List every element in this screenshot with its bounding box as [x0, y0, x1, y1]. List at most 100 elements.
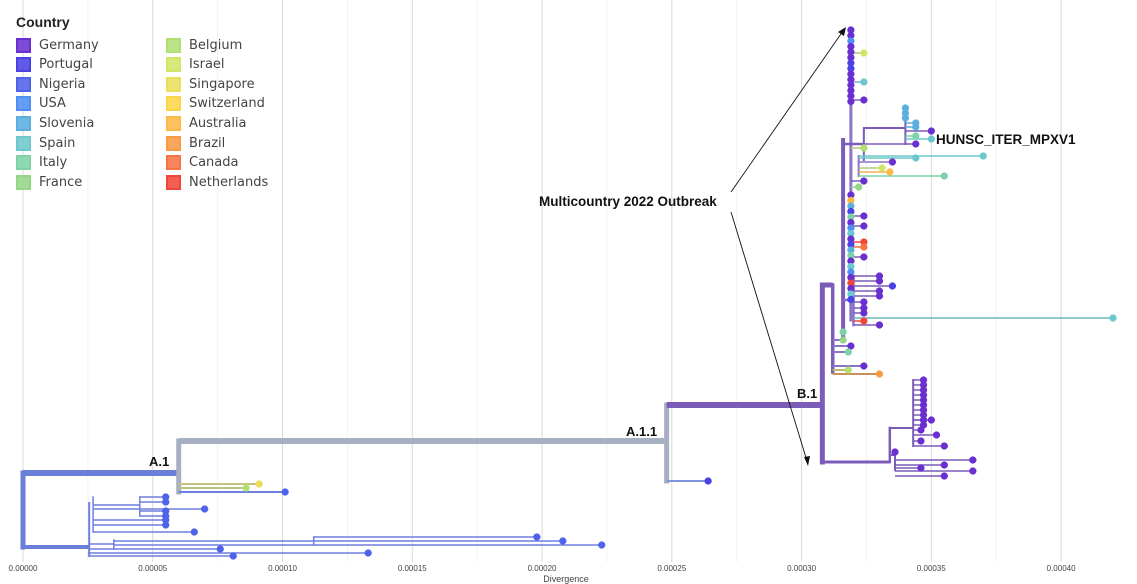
legend-item-switzerland: Switzerland: [166, 94, 265, 114]
tree-tip: [875, 370, 884, 378]
legend-title: Country: [16, 14, 70, 30]
x-tick-label: 0.00000: [9, 564, 38, 573]
legend-item-brazil: Brazil: [166, 133, 225, 153]
legend-swatch: [16, 155, 31, 171]
legend-label: Portugal: [39, 57, 93, 73]
legend-item-germany: Germany: [16, 35, 99, 55]
legend-item-italy: Italy: [16, 153, 67, 173]
tree-tip: [860, 362, 868, 370]
tree-tip: [917, 437, 925, 445]
tree-tip: [162, 498, 170, 506]
tree-tip: [190, 528, 198, 536]
legend-label: Brazil: [189, 135, 226, 151]
tree-tip: [969, 456, 977, 464]
tree-tip: [912, 123, 920, 131]
tree-tip: [888, 158, 897, 166]
tree-tip: [216, 545, 224, 553]
tree-tip: [860, 309, 868, 317]
tree-tip: [875, 321, 884, 329]
tree-tip: [912, 140, 920, 148]
tree-tip: [847, 97, 855, 106]
tree-tips: [162, 26, 1117, 560]
clade-label-a11: A.1.1: [626, 424, 657, 439]
tree-tip: [917, 426, 925, 434]
tree-tip: [875, 277, 884, 285]
tree-tip: [860, 253, 868, 261]
tree-tip: [844, 348, 852, 356]
legend-item-belgium: Belgium: [166, 35, 242, 55]
clade-label-b1: B.1: [797, 386, 817, 401]
legend-label: Israel: [189, 57, 225, 73]
x-tick-label: 0.00015: [398, 564, 427, 573]
legend-label: Australia: [189, 115, 247, 131]
legend-swatch: [166, 135, 181, 151]
tree-tip: [888, 282, 897, 290]
tree-tip: [860, 144, 868, 152]
legend-label: Netherlands: [189, 174, 269, 190]
tree-tip: [912, 154, 920, 162]
legend-label: USA: [39, 96, 66, 112]
tree-tip: [860, 222, 868, 230]
tree-tip: [875, 292, 884, 300]
x-tick-label: 0.00030: [787, 564, 816, 573]
legend-label: Slovenia: [39, 115, 95, 131]
tree-tip: [917, 464, 925, 472]
tree-tip: [847, 295, 855, 304]
tree-tip: [940, 461, 948, 469]
x-tick-label: 0.00040: [1047, 564, 1076, 573]
tree-tip: [940, 172, 948, 180]
legend-item-canada: Canada: [166, 153, 238, 173]
tree-tip: [242, 484, 250, 492]
legend-swatch: [16, 135, 31, 151]
tree-tip: [969, 467, 977, 475]
tree-tip: [901, 114, 910, 122]
x-tick-label: 0.00025: [657, 564, 686, 573]
legend-swatch: [166, 76, 181, 92]
legend-swatch: [16, 115, 31, 131]
tree-tip: [878, 164, 886, 172]
x-axis-label: Divergence: [543, 574, 589, 584]
tree-tip: [860, 78, 868, 86]
tree-tip: [281, 488, 289, 496]
tree-tip: [847, 342, 855, 350]
arrow-up-line: [730, 30, 844, 193]
tree-tip: [229, 552, 237, 560]
legend-label: France: [39, 174, 83, 190]
legend-item-spain: Spain: [16, 133, 75, 153]
arrow-down-head: [804, 456, 810, 466]
tree-tip: [860, 212, 868, 220]
legend-label: Nigeria: [39, 76, 86, 92]
tree-tip: [927, 135, 935, 143]
clade-label-a1: A.1: [149, 454, 169, 469]
tree-tip: [860, 317, 868, 325]
tree-tip: [940, 472, 948, 480]
legend-label: Canada: [189, 155, 239, 171]
legend-swatch: [166, 57, 181, 73]
tree-tip: [927, 416, 935, 424]
arrow-down-line: [730, 211, 808, 462]
tree-tip: [255, 480, 263, 488]
tree-tip: [860, 96, 868, 104]
tree-tip: [839, 336, 847, 344]
tree-tip: [559, 537, 567, 545]
legend-item-slovenia: Slovenia: [16, 113, 94, 133]
tree-tip: [940, 442, 948, 450]
legend-swatch: [16, 37, 31, 53]
legend-label: Belgium: [189, 37, 243, 53]
legend-swatch: [166, 115, 181, 131]
legend-item-israel: Israel: [166, 55, 225, 75]
tree-tip: [912, 132, 920, 140]
legend-item-usa: USA: [16, 94, 66, 114]
outbreak-annotation: Multicountry 2022 Outbreak: [539, 194, 717, 209]
legend-swatch: [16, 174, 31, 190]
tree-tip: [1109, 314, 1117, 322]
tree-tip: [844, 366, 852, 374]
legend-swatch: [166, 37, 181, 53]
legend-label: Singapore: [189, 76, 255, 92]
legend-swatch: [16, 57, 31, 73]
legend-item-france: France: [16, 172, 82, 192]
x-tick-label: 0.00035: [917, 564, 946, 573]
tree-tip: [979, 152, 987, 160]
outbreak-arrows: [730, 27, 846, 466]
